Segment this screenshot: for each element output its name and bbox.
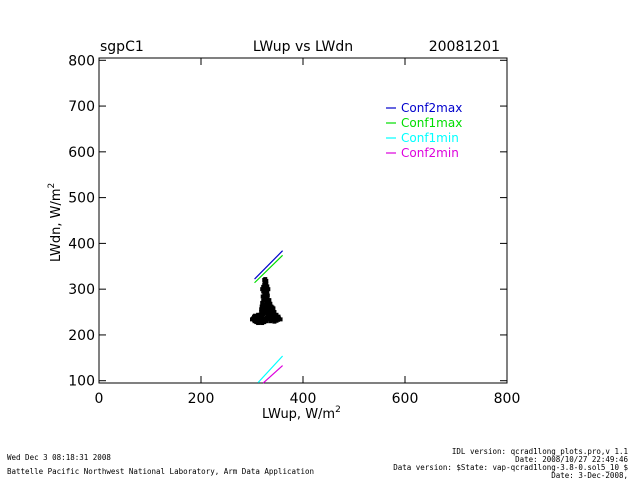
footer-file-date: Date: 2008/10/27 22:49:46 [515, 455, 628, 464]
data-point [260, 317, 265, 322]
y-tick-label: 600 [68, 145, 95, 161]
x-tick-label: 0 [95, 391, 104, 407]
data-point [260, 314, 265, 319]
y-tick-label: 200 [68, 328, 95, 344]
data-point [266, 306, 271, 311]
legend-entry: Conf2min [401, 146, 459, 160]
footer-run-date: Date: 3-Dec-2008, [551, 471, 628, 480]
data-point [261, 288, 266, 293]
site-label: sgpC1 [100, 39, 144, 55]
data-point [269, 304, 274, 309]
y-tick-label: 500 [68, 191, 95, 207]
y-tick-label: 800 [68, 53, 95, 69]
data-point [263, 310, 268, 315]
data-point [256, 321, 261, 326]
ticks: 0 200 400 600 800 100 200 300 400 500 600 700 800 [68, 53, 520, 407]
data-point [260, 294, 265, 299]
data-point [263, 285, 268, 290]
legend-entry: Conf1min [401, 131, 459, 145]
data-point [263, 302, 268, 307]
x-axis-label-sup: 2 [335, 405, 341, 415]
data-point [264, 299, 269, 304]
data-point [271, 306, 276, 311]
data-point [261, 298, 266, 303]
y-tick-label: 700 [68, 99, 95, 115]
data-point [260, 321, 265, 326]
data-point [262, 316, 267, 321]
y-tick-label: 300 [68, 282, 95, 298]
data-point [262, 320, 267, 325]
footer-lab: Battelle Pacific Northwest National Labo… [7, 467, 314, 476]
chart-title: LWup vs LWdn [253, 39, 353, 55]
y-axis-label: LWdn, W/m2 [47, 183, 64, 262]
x-axis-label: LWup, W/m2 [262, 405, 341, 422]
series-line-conf2min [262, 365, 284, 384]
data-point [267, 298, 272, 303]
data-point [266, 316, 271, 321]
data-point [265, 293, 270, 298]
series-line-conf2max [254, 250, 284, 280]
data-point [268, 317, 273, 322]
data-point [255, 314, 260, 319]
data-point [268, 301, 273, 306]
data-point [262, 278, 267, 283]
y-axis-label-sup: 2 [47, 183, 57, 189]
data-point [268, 311, 273, 316]
series-line-conf1min [257, 355, 284, 383]
data-point [276, 314, 281, 319]
data-point [260, 306, 265, 311]
data-point [264, 319, 269, 324]
data-point [258, 320, 263, 325]
footer-idl-version: IDL version: qcrad1long_plots.pro,v 1.1 [452, 447, 628, 456]
data-point [278, 317, 283, 322]
y-axis-label-text: LWdn, W/m [49, 188, 64, 262]
data-point [271, 313, 276, 318]
data-point [273, 316, 278, 321]
data-point [262, 291, 267, 296]
data-point [262, 305, 267, 310]
data-point [262, 281, 267, 286]
y-tick-label: 100 [68, 374, 95, 390]
data-point [276, 317, 281, 322]
data-point [260, 300, 265, 305]
data-point [263, 307, 268, 312]
data-marks [250, 250, 284, 384]
footer-timestamp: Wed Dec 3 08:18:31 2008 [7, 453, 111, 462]
data-point [259, 310, 264, 315]
x-tick-label: 400 [290, 391, 317, 407]
x-tick-label: 800 [494, 391, 521, 407]
footer-data-version: Data version: $State: vap-qcrad1long-3.8… [393, 463, 628, 472]
x-axis-label-text: LWup, W/m [262, 407, 335, 422]
data-point [272, 319, 277, 324]
data-point [252, 314, 257, 319]
data-point [254, 319, 259, 324]
data-point [272, 310, 277, 315]
data-point [261, 312, 266, 317]
data-point [266, 309, 271, 314]
legend-entry: Conf2max [401, 101, 462, 115]
x-tick-label: 600 [392, 391, 419, 407]
series-line-conf1max [254, 254, 284, 284]
data-point [264, 288, 269, 293]
data-point [261, 284, 266, 289]
date-label: 20081201 [429, 39, 500, 55]
x-tick-label: 200 [188, 391, 215, 407]
data-point [274, 312, 279, 317]
y-tick-label: 400 [68, 236, 95, 252]
legend-entry: Conf1max [401, 116, 462, 130]
